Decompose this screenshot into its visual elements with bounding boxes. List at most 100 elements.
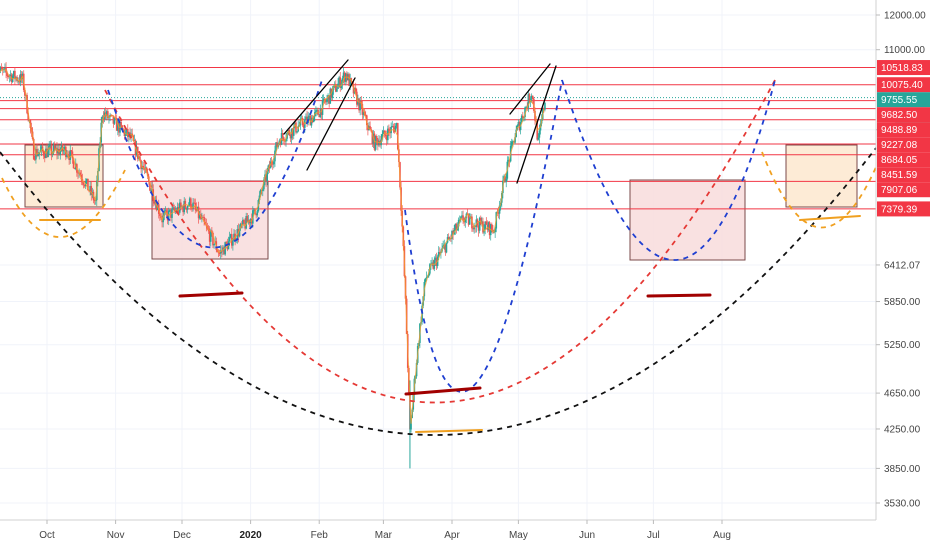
candle-body [49,145,52,147]
candle-body [481,221,483,225]
candle-body [537,137,540,140]
candle-body [281,133,284,138]
candle-body [291,128,294,136]
time-tick-label: Feb [311,530,329,541]
price-tag [877,152,930,168]
candle-body [153,201,156,204]
candle-body [186,206,189,210]
price-tag-label: 9755.55 [881,95,918,106]
candle-body [273,161,275,165]
price-tag [877,122,930,138]
candle-body [289,134,292,139]
candle-body [292,126,295,136]
candle-body [514,137,516,143]
candle-body [359,101,361,111]
candle-body [364,115,367,116]
candle-body [59,150,62,155]
candle-body [139,156,141,161]
candle-body [505,178,508,183]
candle-body [285,138,287,142]
time-tick-label: Jun [579,530,595,541]
candle-body [69,150,72,160]
candle-body [279,140,282,145]
candle-body [233,233,235,242]
candle-body [308,115,311,117]
candle-body [484,221,486,230]
candle-body [348,74,350,87]
time-ticks: Oct Nov Dec 2020 Feb Mar Apr May Jun Jul Aug [39,520,731,541]
candle-body [527,94,530,108]
candle-body [192,202,194,209]
candle-body [62,150,65,152]
candle-body [445,242,448,253]
price-tag-label: 8684.05 [881,155,918,166]
candle-body [341,78,344,84]
price-tag-label: 7907.06 [881,185,918,196]
orange-cup-right [761,151,881,229]
candle-body [336,88,338,92]
handle-line-mar [415,429,483,433]
candle-body [72,158,75,169]
candle-body [507,159,510,162]
candle-body [271,163,274,165]
price-tag [877,77,930,93]
candle-body [19,73,22,83]
candle-body [213,244,215,246]
candle-body [142,165,145,169]
candle-body [437,252,440,257]
candle-body [27,113,29,121]
candle-body [133,140,136,142]
candle-body [0,67,2,71]
blue-curve-mar [404,79,563,393]
candle-body [504,176,506,183]
price-tick-label: 6412.07 [884,260,921,271]
candle-body [266,171,269,182]
candle-body [193,202,195,204]
candle-body [454,223,457,231]
candle-body [149,181,151,191]
black-cup-curve [0,147,877,436]
candle-body [305,116,307,121]
candle-body [203,216,205,222]
candle-body [472,228,474,230]
candle-body [362,112,365,115]
candle-body [248,219,251,224]
price-tag-label: 9488.89 [881,125,918,136]
candle-body [42,150,45,156]
candle-body [491,224,493,230]
price-tick-label: 5850.00 [884,297,921,308]
candle-body [212,232,214,246]
candle-body [89,185,91,191]
candle-body [354,87,357,92]
candle-body [162,215,164,223]
candle-body [60,144,63,151]
candle-body [510,141,513,146]
price-tag-label: 7379.39 [881,204,918,215]
candle-body [379,140,381,146]
candle-body [178,202,181,213]
candle-body [109,114,111,118]
candle-body [43,155,46,159]
candle-body [183,200,186,213]
price-tag-label: 9227.08 [881,140,918,151]
candle-body [385,136,388,141]
candle-body [79,172,81,175]
candle-body [302,125,305,128]
candle-body [335,83,337,92]
candle-body [32,138,35,160]
blue-curve-jul [561,79,776,261]
box-orange-right [785,144,858,208]
candle-body [90,185,93,195]
candle-body [478,217,481,231]
orange-cup-left [1,169,126,238]
candle-body [225,242,228,244]
candle-body [544,102,546,110]
time-tick-label: Oct [39,530,55,541]
candle-body [467,214,470,225]
candle-body [524,107,526,117]
candle-body [455,223,458,231]
candle-body [34,159,36,161]
candle-body [13,70,15,77]
candle-body [173,207,176,211]
